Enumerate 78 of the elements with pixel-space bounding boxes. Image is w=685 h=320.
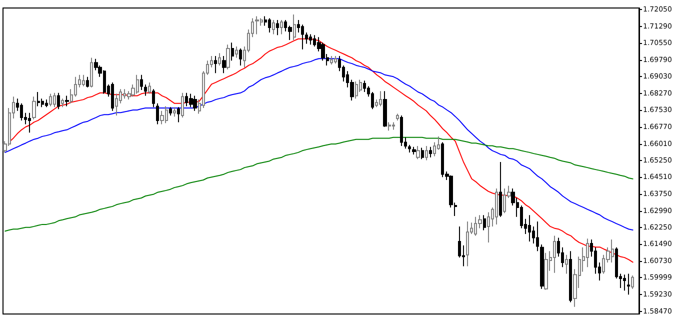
candlestick (421, 147, 424, 160)
candlestick (499, 162, 502, 218)
candlestick (226, 44, 230, 70)
candlestick (388, 122, 391, 132)
candlestick (193, 95, 197, 112)
candlestick (631, 275, 634, 290)
candlestick (396, 113, 399, 121)
candlestick (429, 146, 432, 158)
candlestick (383, 90, 387, 128)
candlestick (82, 74, 85, 87)
candlestick (218, 52, 221, 66)
candlestick (181, 92, 184, 118)
candlestick (569, 250, 572, 303)
candlestick (487, 212, 490, 243)
candlestick (623, 274, 626, 292)
candlestick (627, 273, 630, 296)
candlestick (32, 96, 36, 120)
candlestick (553, 235, 556, 274)
candlestick (111, 82, 114, 112)
candlestick (152, 88, 155, 108)
candlestick (495, 188, 498, 225)
candlestick (355, 81, 358, 100)
candlestick (305, 32, 308, 44)
candlestick (268, 18, 271, 33)
candlestick (276, 20, 279, 36)
line-series (8, 38, 634, 263)
candlestick (301, 24, 304, 50)
candlestick (363, 80, 366, 92)
candlestick (235, 46, 238, 58)
candlestick (239, 48, 242, 66)
candlestick (86, 76, 89, 88)
candlestick (231, 42, 234, 62)
candlestick (392, 122, 395, 130)
candlestick (148, 82, 151, 94)
candlestick (160, 110, 164, 125)
candlestick (334, 56, 337, 64)
candlestick (222, 56, 226, 74)
candlestick (61, 98, 64, 108)
candlestick (412, 146, 416, 155)
candlestick (37, 92, 40, 107)
candlestick (57, 92, 60, 110)
candlestick (466, 221, 469, 267)
candlestick (156, 102, 159, 125)
candlestick (400, 115, 403, 146)
candlestick (53, 92, 56, 108)
candlestick (379, 90, 382, 107)
candlestick (45, 99, 48, 108)
candlestick (565, 254, 568, 274)
candlestick (416, 146, 420, 160)
candlestick (528, 214, 531, 242)
candlestick (536, 221, 539, 252)
candlestick (544, 252, 548, 290)
candlestick (330, 56, 333, 65)
candlestick (173, 106, 176, 118)
line-series (4, 136, 634, 232)
candlestick (272, 20, 275, 35)
candlestick (255, 16, 259, 35)
candlestick (28, 112, 31, 134)
candlestick (280, 20, 283, 35)
candlestick (90, 57, 93, 88)
candlestick (65, 95, 69, 107)
candlestick (408, 144, 411, 153)
candlestick (115, 93, 118, 116)
candlestick (483, 214, 486, 231)
candlestick (49, 93, 52, 107)
candlestick (177, 106, 180, 123)
candlestick (309, 34, 312, 46)
candlestick (586, 238, 589, 268)
candlestick (214, 56, 217, 74)
candlestick (20, 102, 23, 121)
candlestick (140, 74, 143, 90)
candlestick (425, 146, 428, 161)
candlestick (293, 14, 296, 40)
candlestick (144, 84, 147, 96)
candlestick (189, 93, 193, 108)
candlestick (169, 106, 172, 116)
line-series (4, 58, 634, 230)
candlestick (540, 244, 544, 290)
